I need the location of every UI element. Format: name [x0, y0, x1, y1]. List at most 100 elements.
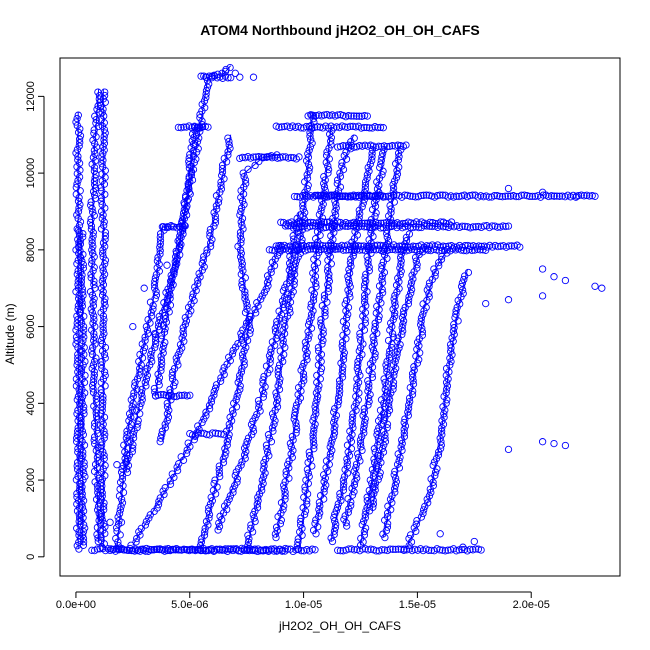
data-point: [406, 192, 414, 200]
data-point: [388, 142, 397, 150]
data-point: [538, 292, 547, 300]
data-point: [98, 406, 106, 414]
data-point: [385, 396, 394, 404]
data-point: [80, 333, 88, 341]
data-point: [308, 124, 316, 132]
data-point: [238, 350, 247, 359]
data-point: [237, 270, 245, 278]
data-point: [577, 191, 586, 199]
data-point: [93, 429, 102, 438]
data-point: [267, 438, 276, 446]
data-point: [213, 205, 221, 213]
data-point: [251, 161, 259, 170]
data-point: [199, 256, 207, 264]
data-point: [238, 260, 246, 268]
data-point: [345, 505, 353, 513]
data-point: [371, 353, 379, 361]
data-point: [374, 123, 382, 132]
data-point: [361, 510, 369, 519]
data-point: [178, 391, 186, 400]
data-point: [310, 413, 318, 421]
data-point: [285, 259, 294, 267]
data-point: [215, 522, 224, 531]
data-point: [161, 547, 169, 555]
data-point: [74, 406, 82, 414]
data-point: [338, 366, 347, 374]
x-tick-label: 1.5e-05: [399, 599, 436, 611]
data-point: [89, 319, 97, 327]
data-point: [386, 545, 394, 553]
data-point: [89, 153, 98, 162]
data-point: [287, 153, 295, 162]
data-point: [392, 364, 400, 373]
data-point: [334, 143, 342, 151]
data-point: [380, 403, 389, 411]
data-point: [364, 387, 372, 395]
data-point: [507, 242, 516, 250]
data-point: [367, 490, 375, 498]
data-point: [383, 523, 392, 531]
data-point: [368, 156, 376, 165]
data-point: [400, 418, 408, 427]
data-point: [239, 169, 247, 177]
data-point: [245, 535, 253, 543]
data-point: [380, 546, 389, 554]
data-point: [347, 501, 355, 510]
data-point: [279, 326, 287, 334]
data-point: [93, 416, 101, 424]
data-point: [375, 295, 383, 304]
data-point: [315, 382, 323, 390]
data-point: [289, 446, 297, 455]
data-point: [262, 441, 271, 449]
data-point: [338, 222, 347, 230]
data-point: [322, 223, 330, 232]
data-point: [332, 123, 341, 131]
data-point: [365, 263, 373, 271]
data-point: [331, 422, 339, 430]
data-point: [394, 545, 403, 553]
data-point: [241, 308, 250, 317]
data-point: [376, 123, 385, 132]
data-point: [425, 282, 433, 291]
data-point: [177, 124, 185, 132]
data-point: [73, 211, 81, 219]
data-point: [349, 222, 358, 230]
data-point: [183, 392, 191, 400]
data-point: [413, 261, 421, 269]
data-point: [295, 153, 303, 161]
data-point: [309, 111, 318, 120]
data-point: [224, 151, 232, 159]
data-point: [378, 289, 387, 297]
data-point: [271, 417, 279, 425]
data-point: [302, 157, 311, 165]
data-point: [331, 415, 339, 423]
data-point: [315, 246, 323, 254]
data-point: [322, 481, 330, 489]
data-point: [174, 546, 183, 554]
data-point: [377, 156, 385, 165]
data-point: [341, 123, 349, 131]
data-point: [239, 354, 247, 362]
data-point: [99, 322, 107, 331]
data-point: [344, 495, 352, 503]
data-point: [363, 112, 371, 120]
data-point: [292, 401, 301, 409]
data-point: [93, 453, 102, 462]
data-point: [386, 347, 394, 355]
data-point: [225, 137, 233, 146]
data-point: [298, 192, 307, 200]
data-point: [442, 385, 451, 394]
data-point: [168, 371, 176, 380]
data-point: [320, 179, 328, 188]
data-point: [366, 223, 374, 232]
data-point: [494, 242, 502, 251]
data-point: [163, 417, 171, 425]
data-point: [388, 245, 397, 254]
data-point: [88, 347, 96, 355]
data-point: [99, 105, 107, 113]
data-point: [397, 260, 405, 269]
data-point: [128, 406, 136, 414]
data-point: [79, 527, 88, 536]
data-point: [202, 547, 210, 555]
data-point: [348, 420, 356, 428]
